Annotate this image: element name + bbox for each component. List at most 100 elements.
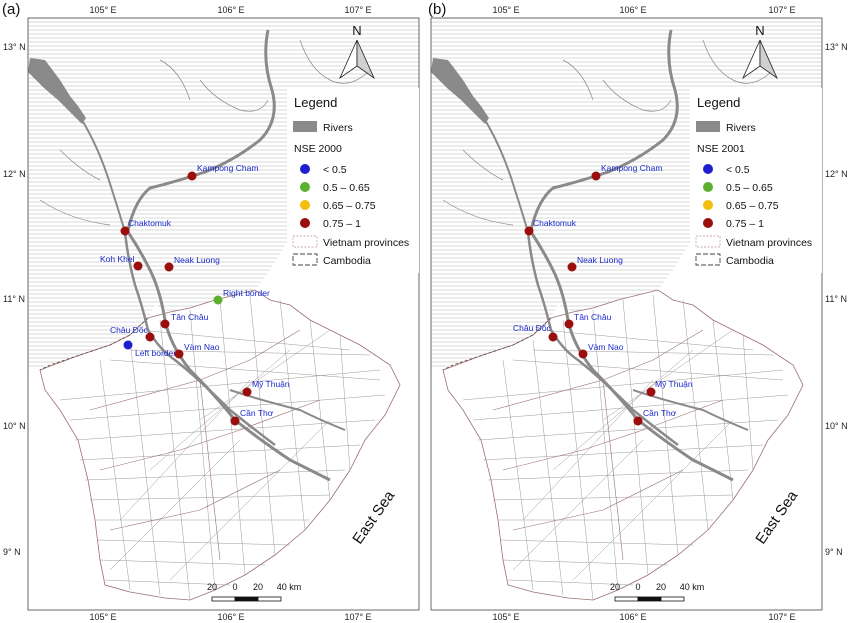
legend-nse: NSE 2000 <box>294 143 342 155</box>
stations: Kampong Cham Chaktomuk Neak Luong Tân Ch… <box>513 163 693 426</box>
station-marker-my-thuan <box>242 387 252 397</box>
lon-label-106-top: 106° E <box>217 5 244 15</box>
axis-labels: 105° E 106° E 107° E 105° E 106° E 107° … <box>3 5 372 622</box>
lon-label-106-top: 106° E <box>619 5 646 15</box>
station-label-vam-nao: Vàm Nao <box>184 342 220 352</box>
north-label: N <box>755 23 764 38</box>
station-label-chau-doc: Châu Đốc <box>110 325 149 335</box>
map-border <box>430 17 823 611</box>
station-label-neak-luong: Neak Luong <box>577 255 623 265</box>
lon-label-107-top: 107° E <box>768 5 795 15</box>
station-label-tan-chau: Tân Châu <box>574 312 612 322</box>
scale-20: 20 <box>253 582 263 592</box>
lat-label-11: 11° N <box>3 294 25 304</box>
station-marker-koh-khel <box>133 261 143 271</box>
cambodia-border <box>39 317 149 371</box>
lat-label-13: 13° N <box>825 42 848 52</box>
legend-class-0: < 0.5 <box>726 164 750 176</box>
station-marker-chau-doc <box>123 340 133 350</box>
legend-marker-0565 <box>703 182 713 192</box>
station-label-can-tho: Cần Thơ <box>643 408 677 418</box>
station-label-right-border: Right border <box>223 288 270 298</box>
legend-provinces: Vietnam provinces <box>323 237 409 249</box>
legend-title: Legend <box>294 95 337 110</box>
scale-20-left: 20 <box>207 582 217 592</box>
map-border <box>27 17 420 611</box>
north-arrow: N <box>339 23 375 80</box>
station-label-koh-khel: Koh Khel <box>100 254 135 264</box>
lat-label-11: 11° N <box>825 294 847 304</box>
legend: Legend Rivers NSE 2000 < 0.5 0.5 – 0.65 … <box>287 88 419 273</box>
rivers-swatch <box>293 121 317 132</box>
legend-nse: NSE 2001 <box>697 143 745 155</box>
tonle-sap-lake <box>431 58 489 124</box>
station-label-tan-chau: Tân Châu <box>171 312 209 322</box>
axis-labels: 105° E 106° E 107° E 105° E 106° E 107° … <box>492 5 847 622</box>
station-marker-can-tho <box>230 416 240 426</box>
panel-letter: (a) <box>2 1 20 18</box>
lon-label-107-bottom: 107° E <box>768 612 795 622</box>
rivers-swatch <box>696 121 720 132</box>
scalebar: 20 0 20 40 km <box>207 582 301 602</box>
station-marker-neak-luong <box>164 262 174 272</box>
station-label-chaktomuk: Chaktomuk <box>128 218 172 228</box>
north-label: N <box>352 23 361 38</box>
vietnam-delta <box>39 289 401 601</box>
panel-letter: (b) <box>428 1 446 18</box>
stations: Kampong Cham Chaktomuk Koh Khel Neak Luo… <box>100 163 290 426</box>
station-label-chaktomuk: Chaktomuk <box>533 218 577 228</box>
rivers <box>39 29 371 482</box>
legend-rivers: Rivers <box>726 122 756 134</box>
lat-label-9: 9° N <box>3 547 21 557</box>
legend-class-1: 0.5 – 0.65 <box>323 182 370 194</box>
station-label-kampong-cham: Kampong Cham <box>197 163 258 173</box>
station-marker-kampong-cham <box>187 171 197 181</box>
lon-label-106-bottom: 106° E <box>217 612 244 622</box>
station-marker-can-tho <box>633 416 643 426</box>
legend: Legend Rivers NSE 2001 < 0.5 0.5 – 0.65 … <box>690 88 822 273</box>
scale-40km: 40 km <box>680 582 705 592</box>
lon-label-105-top: 105° E <box>492 5 519 15</box>
canal-network <box>59 294 386 601</box>
provinces-swatch <box>292 235 318 248</box>
legend-marker-0565 <box>300 182 310 192</box>
scale-20-left: 20 <box>610 582 620 592</box>
lon-label-105-top: 105° E <box>89 5 116 15</box>
legend-class-2: 0.65 – 0.75 <box>726 200 779 212</box>
scale-0: 0 <box>635 582 640 592</box>
legend-class-0: < 0.5 <box>323 164 347 176</box>
lon-label-107-top: 107° E <box>344 5 371 15</box>
lon-label-105-bottom: 105° E <box>89 612 116 622</box>
provinces-swatch <box>695 235 721 248</box>
station-marker-chaktomuk <box>524 226 534 236</box>
legend-class-2: 0.65 – 0.75 <box>323 200 376 212</box>
scale-0: 0 <box>232 582 237 592</box>
station-label-can-tho: Cần Thơ <box>240 408 274 418</box>
lat-label-12: 12° N <box>3 169 26 179</box>
map-panel-a: (a) <box>2 1 420 622</box>
map-panel-b: (b) <box>428 1 848 622</box>
station-label-left-border: Left border <box>135 348 176 358</box>
lat-label-10: 10° N <box>825 421 848 431</box>
legend-marker-lt05 <box>703 164 713 174</box>
station-marker-kampong-cham <box>591 171 601 181</box>
legend-marker-lt05 <box>300 164 310 174</box>
legend-class-3: 0.75 – 1 <box>323 218 361 230</box>
legend-class-3: 0.75 – 1 <box>726 218 764 230</box>
scale-20: 20 <box>656 582 666 592</box>
station-marker-vam-nao <box>578 349 588 359</box>
lat-label-12: 12° N <box>825 169 848 179</box>
legend-cambodia: Cambodia <box>726 255 774 267</box>
province-boundaries <box>89 329 321 561</box>
north-arrow: N <box>742 23 778 80</box>
station-marker-left-border <box>145 332 155 342</box>
lon-label-106-bottom: 106° E <box>619 612 646 622</box>
legend-marker-06575 <box>300 200 310 210</box>
vietnam-delta <box>442 289 804 601</box>
tonle-sap-lake <box>28 58 86 124</box>
station-label-my-thuan: Mỹ Thuận <box>655 379 693 389</box>
station-label-neak-luong: Neak Luong <box>174 255 220 265</box>
canal-network <box>462 294 789 601</box>
legend-marker-06575 <box>703 200 713 210</box>
lat-label-9: 9° N <box>825 547 843 557</box>
